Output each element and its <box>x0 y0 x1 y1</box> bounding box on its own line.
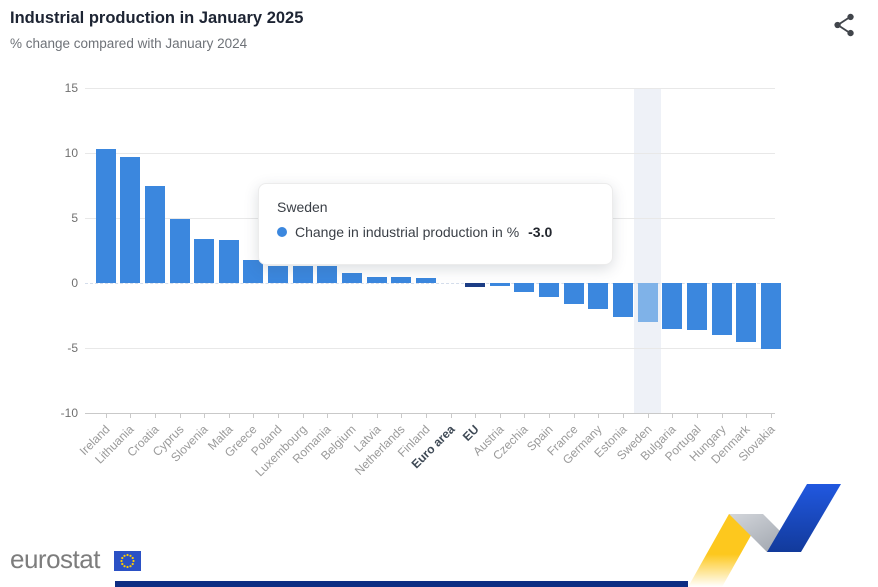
x-axis-tick <box>302 414 304 418</box>
bar-finland[interactable] <box>415 277 436 283</box>
bar-slovenia[interactable] <box>194 238 215 283</box>
x-axis-tick <box>499 414 501 418</box>
bar-greece[interactable] <box>243 259 264 283</box>
bar-france[interactable] <box>563 283 584 304</box>
x-axis-tick <box>130 414 132 418</box>
footer-strip <box>115 581 688 587</box>
y-axis-label: 15 <box>64 81 78 95</box>
y-axis-label: 0 <box>71 276 78 290</box>
bar-bulgaria[interactable] <box>662 283 683 329</box>
gridline <box>85 153 775 154</box>
decorative-ribbon-graphic <box>640 460 878 587</box>
bar-belgium[interactable] <box>342 272 362 283</box>
bar-spain[interactable] <box>539 283 560 298</box>
gridline <box>85 348 775 349</box>
x-axis-tick <box>770 414 772 418</box>
tooltip-value: -3.0 <box>528 224 553 240</box>
chart-title: Industrial production in January 2025 <box>10 9 304 27</box>
bar-estonia[interactable] <box>613 283 634 317</box>
bar-latvia[interactable] <box>366 276 387 283</box>
bar-luxembourg[interactable] <box>292 266 313 283</box>
share-button[interactable] <box>832 13 856 37</box>
x-axis-tick <box>647 414 649 418</box>
chart-subtitle: % change compared with January 2024 <box>10 36 248 51</box>
eurostat-logo-text: eurostat <box>10 544 100 574</box>
bar-czechia[interactable] <box>514 283 535 293</box>
x-axis-tick <box>573 414 575 418</box>
x-axis-tick <box>376 414 378 418</box>
x-axis-tick <box>105 414 107 418</box>
x-axis-tick <box>672 414 674 418</box>
x-axis-tick <box>179 414 181 418</box>
y-axis-label: 5 <box>71 211 78 225</box>
bar-poland[interactable] <box>268 266 289 283</box>
tooltip-series-label: Change in industrial production in % <box>295 224 520 240</box>
bar-eu[interactable] <box>465 283 486 287</box>
bar-germany[interactable] <box>588 283 609 309</box>
tooltip: Sweden Change in industrial production i… <box>258 183 613 265</box>
x-axis-tick <box>696 414 698 418</box>
series-marker-icon <box>277 227 287 237</box>
bar-slovakia[interactable] <box>760 283 781 350</box>
x-axis-tick <box>228 414 230 418</box>
y-axis-label: -10 <box>60 406 78 420</box>
x-axis-tick <box>549 414 551 418</box>
bar-lithuania[interactable] <box>120 156 141 283</box>
gridline <box>85 88 775 89</box>
bar-cyprus[interactable] <box>169 219 190 283</box>
bar-netherlands[interactable] <box>391 276 412 283</box>
bar-austria[interactable] <box>489 283 510 286</box>
tooltip-country: Sweden <box>277 199 328 215</box>
x-axis-tick <box>401 414 403 418</box>
bar-croatia[interactable] <box>144 185 165 283</box>
x-axis-tick <box>721 414 723 418</box>
eu-flag-icon <box>114 551 141 576</box>
bar-romania[interactable] <box>317 266 338 283</box>
x-axis-tick <box>623 414 625 418</box>
bar-ireland[interactable] <box>95 149 116 283</box>
x-axis-tick <box>253 414 255 418</box>
x-axis-tick <box>746 414 748 418</box>
bar-denmark[interactable] <box>736 283 757 342</box>
x-axis-line <box>85 413 775 414</box>
x-axis-tick <box>352 414 353 418</box>
y-axis-label: 10 <box>64 146 78 160</box>
bar-malta[interactable] <box>218 240 239 283</box>
x-axis-tick <box>475 414 477 418</box>
x-axis-tick <box>154 414 156 418</box>
x-axis-tick <box>524 414 526 418</box>
bar-sweden[interactable] <box>637 283 658 322</box>
share-icon <box>833 13 855 40</box>
x-axis-tick <box>425 414 427 418</box>
y-axis-label: -5 <box>67 341 78 355</box>
x-axis-tick <box>450 414 452 418</box>
bar-portugal[interactable] <box>686 283 707 330</box>
hover-highlight-band <box>634 88 662 413</box>
x-axis-tick <box>327 414 329 418</box>
x-axis-tick <box>204 414 206 418</box>
bar-hungary[interactable] <box>711 283 732 335</box>
x-axis-tick <box>278 414 280 418</box>
zero-gridline <box>85 283 775 284</box>
x-axis-tick <box>598 414 600 418</box>
